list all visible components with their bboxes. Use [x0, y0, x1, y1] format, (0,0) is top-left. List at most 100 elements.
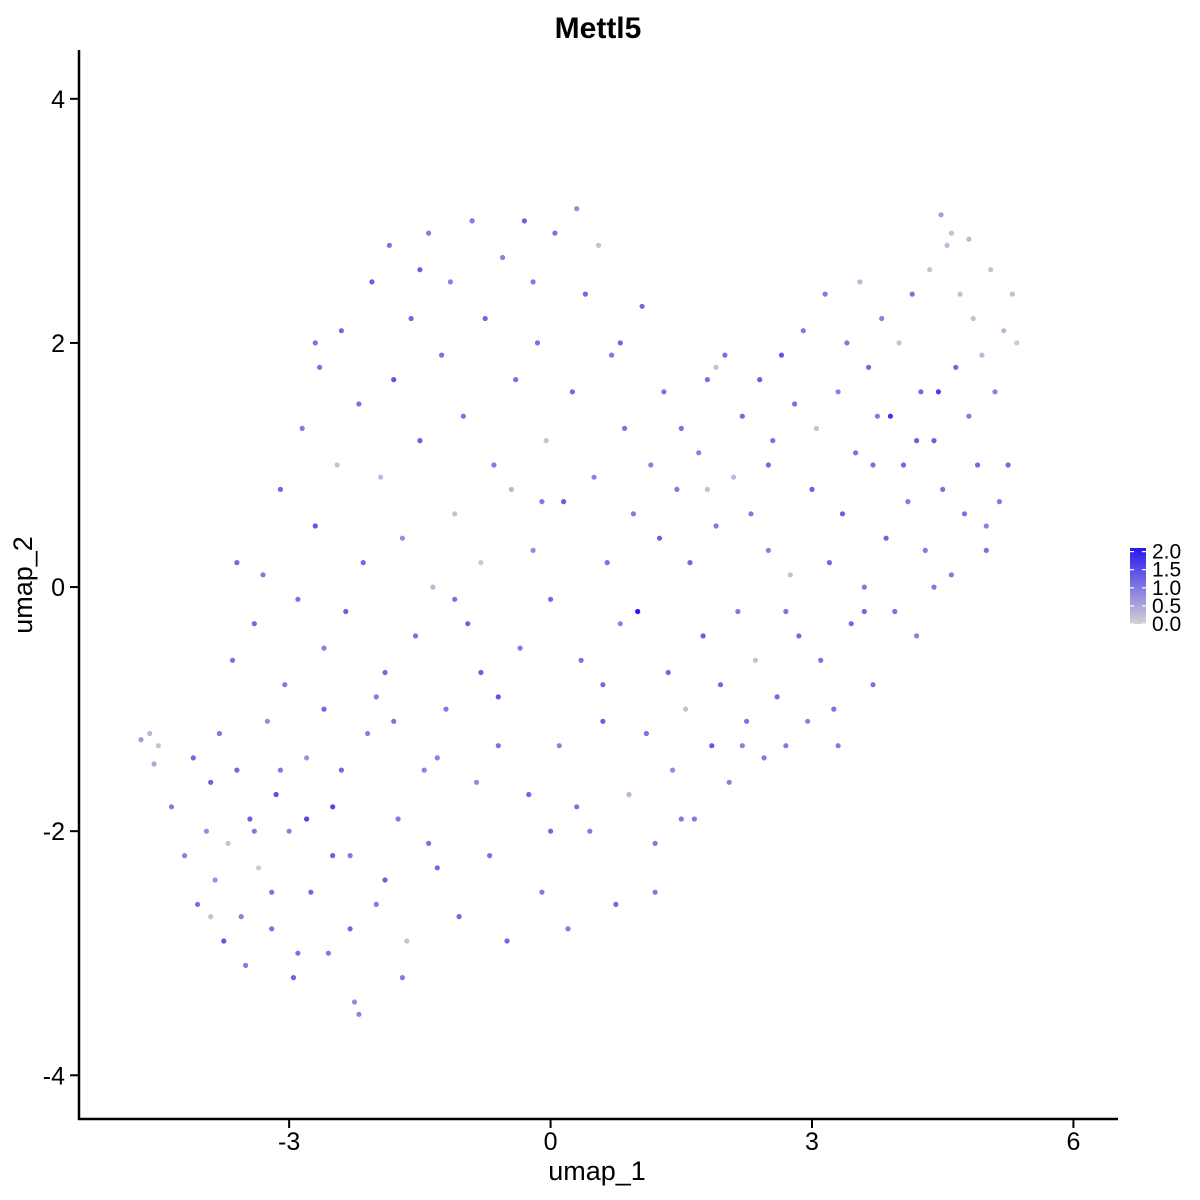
data-point	[691, 816, 698, 822]
x-tick-label: 0	[544, 1128, 558, 1156]
data-point	[495, 743, 501, 749]
y-tick-label: 2	[51, 330, 65, 358]
data-point	[761, 755, 767, 761]
data-point	[434, 865, 440, 871]
legend-tick-label: 0.0	[1152, 613, 1181, 636]
data-point	[643, 730, 650, 737]
data-point	[609, 352, 615, 358]
data-point	[938, 212, 944, 218]
data-point	[774, 694, 780, 700]
data-point	[330, 853, 336, 859]
data-point	[944, 242, 950, 248]
data-point	[831, 706, 837, 712]
data-point	[896, 340, 902, 346]
data-point	[465, 621, 471, 627]
data-point	[770, 438, 776, 444]
data-point	[391, 377, 397, 383]
data-point	[900, 462, 907, 468]
data-point	[744, 718, 750, 724]
data-point	[539, 499, 545, 505]
data-point	[905, 499, 911, 505]
data-point	[957, 291, 963, 297]
data-point	[208, 779, 214, 785]
data-point	[591, 474, 597, 480]
data-point	[569, 389, 576, 395]
x-tick-label: 6	[1066, 1128, 1080, 1156]
data-point	[992, 389, 998, 395]
data-point	[748, 511, 754, 517]
data-point	[918, 389, 924, 395]
data-point	[290, 975, 297, 981]
data-point	[1009, 291, 1016, 297]
data-point	[996, 499, 1003, 505]
data-point	[1005, 462, 1011, 468]
data-point	[595, 242, 602, 248]
data-point	[635, 608, 641, 615]
data-point	[752, 657, 759, 663]
data-point	[304, 755, 310, 761]
data-point	[909, 291, 915, 297]
data-point	[539, 889, 545, 895]
data-point	[561, 499, 567, 505]
data-point	[147, 730, 153, 737]
data-point	[530, 547, 536, 554]
data-point	[452, 596, 458, 602]
data-point	[704, 377, 711, 383]
data-point	[399, 975, 405, 981]
data-point	[674, 486, 680, 492]
colorbar	[1130, 548, 1146, 624]
data-point	[652, 840, 658, 847]
data-point	[874, 413, 881, 419]
data-point	[556, 743, 562, 749]
data-point	[243, 962, 249, 969]
data-point	[818, 657, 824, 663]
data-point	[404, 938, 410, 944]
data-point	[765, 547, 772, 554]
data-point	[630, 511, 637, 517]
data-point	[765, 462, 772, 468]
data-point	[983, 547, 989, 554]
data-point	[656, 535, 663, 541]
data-point	[813, 425, 820, 431]
data-point	[251, 828, 257, 834]
data-point	[844, 340, 850, 346]
data-point	[870, 682, 876, 688]
data-point	[966, 236, 972, 242]
data-point	[277, 486, 283, 492]
data-point	[356, 401, 362, 407]
data-point	[208, 914, 214, 920]
y-tick-label: -2	[43, 818, 65, 846]
y-tick-label: 0	[51, 574, 65, 602]
data-point	[861, 608, 867, 615]
data-point	[277, 767, 283, 773]
data-point	[221, 938, 227, 944]
data-point	[478, 669, 484, 676]
legend-ticks: 2.01.51.00.50.0	[1130, 541, 1181, 636]
data-point	[574, 206, 580, 212]
data-point	[526, 791, 532, 798]
legend-tick-label: 1.5	[1152, 559, 1181, 582]
points-layer	[138, 206, 1020, 1017]
data-point	[190, 755, 196, 761]
data-point	[713, 364, 719, 370]
data-point	[412, 633, 419, 639]
data-point	[256, 865, 262, 871]
data-point	[151, 761, 157, 767]
data-point	[247, 816, 253, 822]
data-point	[491, 462, 497, 468]
data-point	[853, 450, 859, 456]
data-point	[543, 438, 549, 444]
data-point	[548, 828, 554, 834]
data-point	[517, 645, 523, 651]
data-point	[260, 572, 266, 578]
data-point	[460, 413, 466, 419]
data-point	[622, 425, 628, 431]
data-point	[168, 804, 175, 810]
data-point	[709, 743, 715, 749]
data-point	[835, 743, 841, 749]
data-point	[961, 511, 968, 517]
data-point	[1001, 328, 1007, 334]
data-point	[839, 511, 846, 517]
x-tick-label: 3	[805, 1128, 819, 1156]
